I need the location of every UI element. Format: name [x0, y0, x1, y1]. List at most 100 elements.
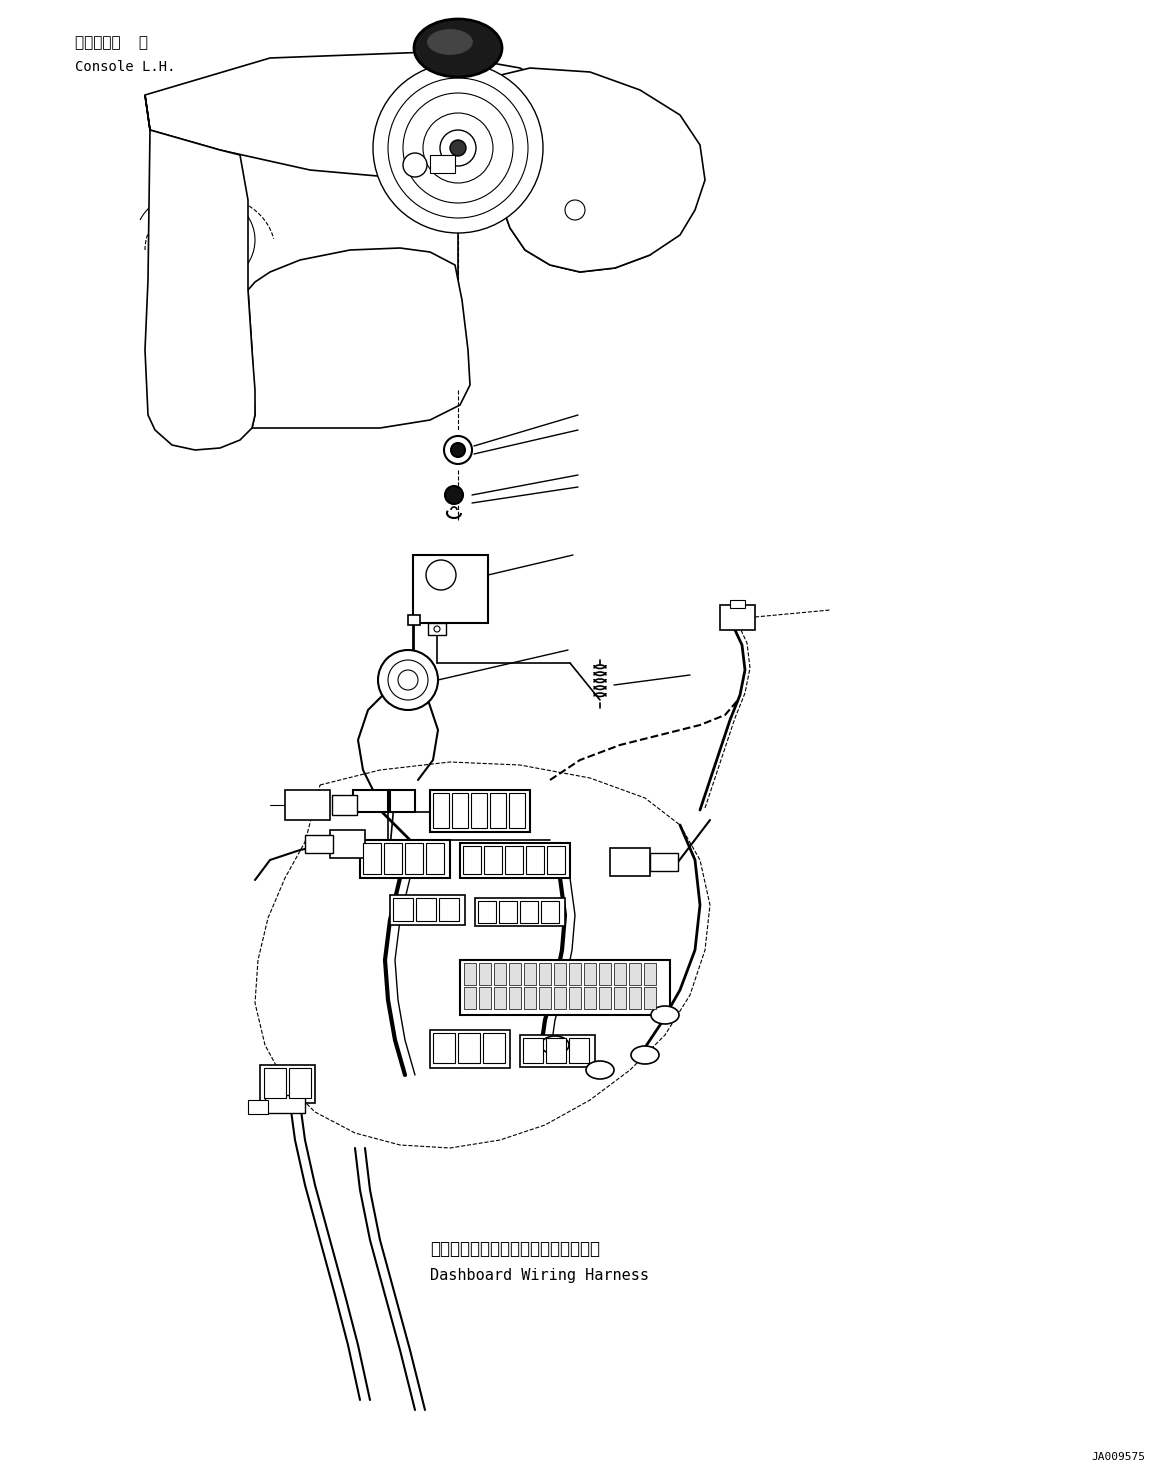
Circle shape [444, 436, 472, 464]
Bar [248, 1100, 267, 1114]
Bar [629, 963, 641, 985]
Bar [520, 1034, 595, 1067]
Bar [363, 843, 381, 874]
Text: ダッシュボードワイヤリングハーネス: ダッシュボードワイヤリングハーネス [430, 1241, 600, 1258]
Ellipse shape [414, 19, 502, 77]
Circle shape [450, 139, 466, 156]
Polygon shape [145, 52, 565, 178]
Bar [526, 846, 544, 874]
Circle shape [423, 113, 493, 183]
Bar [471, 792, 487, 828]
Bar [461, 843, 570, 879]
Circle shape [445, 485, 463, 505]
Bar [538, 987, 551, 1009]
Bar [413, 555, 488, 623]
Bar [569, 963, 582, 985]
Bar [458, 1033, 480, 1063]
Bar [525, 987, 536, 1009]
Circle shape [404, 153, 427, 177]
Text: Dashboard Wiring Harness: Dashboard Wiring Harness [430, 1267, 649, 1284]
Bar [433, 792, 449, 828]
Circle shape [373, 62, 543, 233]
Ellipse shape [651, 1006, 679, 1024]
Bar [584, 963, 595, 985]
Circle shape [426, 559, 456, 591]
Bar [483, 1033, 505, 1063]
Bar [285, 789, 330, 821]
Polygon shape [248, 248, 470, 427]
Bar [584, 987, 595, 1009]
Ellipse shape [586, 1061, 614, 1079]
Bar [264, 1068, 286, 1098]
Bar [611, 847, 650, 876]
Bar [538, 963, 551, 985]
Bar [405, 843, 423, 874]
Polygon shape [500, 145, 659, 272]
Bar [478, 901, 495, 923]
Bar [426, 843, 444, 874]
Circle shape [378, 650, 438, 709]
Bar [390, 895, 465, 925]
Bar [361, 840, 450, 879]
Bar [428, 623, 445, 635]
Circle shape [652, 168, 668, 183]
Bar [569, 1037, 588, 1063]
Bar [479, 963, 491, 985]
Bar [490, 792, 506, 828]
Bar [484, 846, 502, 874]
Text: JA009575: JA009575 [1091, 1451, 1146, 1462]
Bar [509, 792, 525, 828]
Bar [545, 1037, 566, 1063]
Bar [430, 789, 530, 833]
Bar [461, 960, 670, 1015]
Bar [430, 1030, 511, 1068]
Bar [438, 898, 459, 922]
Bar [384, 843, 402, 874]
Bar [650, 853, 678, 871]
Bar [644, 987, 656, 1009]
Circle shape [434, 626, 440, 632]
Bar [265, 1095, 305, 1113]
Bar [614, 963, 626, 985]
Bar [330, 830, 365, 858]
Bar [390, 789, 415, 812]
Text: Console L.H.: Console L.H. [74, 59, 176, 74]
Bar [494, 987, 506, 1009]
Bar [475, 898, 565, 926]
Ellipse shape [541, 1036, 569, 1054]
Circle shape [184, 304, 197, 316]
Bar [288, 1068, 311, 1098]
Bar [430, 154, 455, 174]
Bar [464, 963, 476, 985]
Bar [614, 987, 626, 1009]
Polygon shape [145, 95, 255, 450]
Ellipse shape [632, 1046, 659, 1064]
Circle shape [565, 200, 585, 220]
Circle shape [404, 93, 513, 203]
Bar [433, 1033, 455, 1063]
Bar [464, 987, 476, 1009]
Bar [730, 600, 745, 608]
Bar [520, 901, 538, 923]
Bar [629, 987, 641, 1009]
Bar [554, 987, 566, 1009]
Bar [408, 614, 420, 625]
Bar [554, 963, 566, 985]
Bar [644, 963, 656, 985]
Circle shape [388, 660, 428, 700]
Circle shape [451, 444, 465, 457]
Text: コンソール  左: コンソール 左 [74, 36, 148, 50]
Bar [720, 605, 755, 631]
Bar [599, 963, 611, 985]
Bar [305, 835, 333, 853]
Bar [525, 963, 536, 985]
Bar [523, 1037, 543, 1063]
Bar [509, 987, 521, 1009]
Ellipse shape [428, 30, 472, 55]
Circle shape [440, 131, 476, 166]
Circle shape [398, 669, 418, 690]
Circle shape [192, 381, 208, 398]
Bar [393, 898, 413, 922]
Bar [505, 846, 523, 874]
Bar [452, 792, 468, 828]
